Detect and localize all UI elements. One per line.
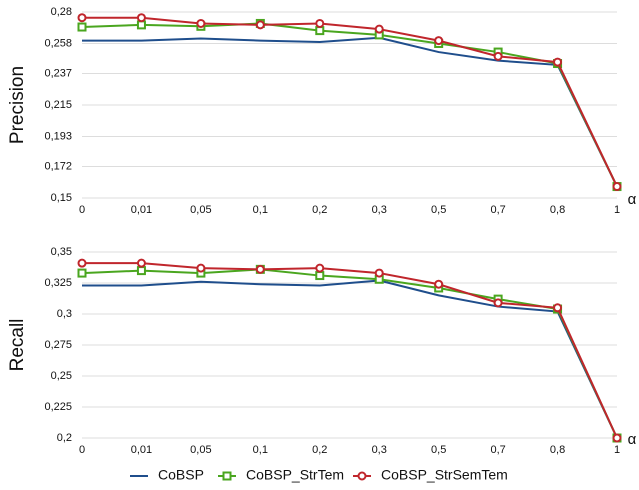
marker-square: [77, 22, 87, 32]
marker-circle: [136, 258, 146, 268]
marker-circle: [493, 298, 503, 308]
marker-square: [77, 268, 87, 278]
series-line: [82, 262, 618, 439]
marker-circle: [136, 13, 146, 23]
series-line: [81, 22, 618, 187]
x-tick-label: 0,5: [431, 204, 446, 216]
marker-circle: [255, 264, 265, 274]
y-tick-label: 0,193: [44, 130, 72, 142]
series-line: [82, 16, 618, 187]
marker-circle: [493, 51, 503, 61]
y-tick-label: 0,25: [51, 370, 72, 382]
y-tick-label: 0,3: [57, 308, 72, 320]
x-tick-label: 0,2: [312, 444, 327, 456]
x-tick-label: 0,8: [550, 204, 565, 216]
y-tick-label: 0,225: [44, 401, 72, 413]
series-line: [81, 268, 618, 439]
y-tick-label: 0,172: [44, 160, 72, 172]
x-tick-label: 1: [614, 444, 620, 456]
x-axis-label: α: [628, 191, 637, 208]
marker-circle: [374, 24, 384, 34]
y-tick-label: 0,15: [51, 192, 72, 204]
marker-square: [315, 271, 325, 281]
x-tick-label: 1: [614, 204, 620, 216]
x-tick-label: 0,7: [490, 204, 505, 216]
y-tick-label: 0,35: [51, 246, 72, 258]
marker-circle: [612, 433, 622, 443]
marker-circle: [434, 36, 444, 46]
x-tick-label: 0: [79, 204, 85, 216]
x-tick-label: 0,01: [131, 444, 152, 456]
x-tick-label: 0,05: [190, 444, 211, 456]
x-tick-label: 0,1: [253, 444, 268, 456]
marker-circle: [357, 471, 367, 481]
marker-circle: [612, 182, 622, 192]
marker-square: [136, 266, 146, 276]
x-axis-label: α: [628, 431, 637, 448]
marker-circle: [315, 263, 325, 273]
y-tick-label: 0,2: [57, 432, 72, 444]
marker-circle: [77, 258, 87, 268]
x-tick-label: 0,05: [190, 204, 211, 216]
marker-circle: [374, 268, 384, 278]
y-tick-label: 0,215: [44, 99, 72, 111]
marker-square: [136, 20, 146, 30]
series-line: [82, 279, 618, 439]
y-axis-title: Precision: [7, 66, 28, 144]
y-axis-title: Recall: [7, 319, 28, 372]
x-tick-label: 0,7: [490, 444, 505, 456]
marker-circle: [255, 20, 265, 30]
marker-circle: [77, 13, 87, 23]
x-tick-label: 0,01: [131, 204, 152, 216]
marker-circle: [315, 18, 325, 28]
x-tick-label: 0,2: [312, 204, 327, 216]
legend-label: CoBSP_StrTem: [246, 467, 344, 483]
y-tick-label: 0,28: [51, 6, 72, 18]
legend-label: CoBSP_StrSemTem: [381, 467, 508, 483]
marker-circle: [434, 279, 444, 289]
marker-circle: [553, 57, 563, 67]
marker-square: [315, 26, 325, 36]
marker-square: [222, 471, 232, 481]
marker-circle: [553, 303, 563, 313]
marker-circle: [196, 263, 206, 273]
marker-circle: [196, 18, 206, 28]
x-tick-label: 0,1: [253, 204, 268, 216]
y-tick-label: 0,258: [44, 37, 72, 49]
y-tick-label: 0,325: [44, 277, 72, 289]
y-tick-label: 0,237: [44, 67, 72, 79]
y-tick-label: 0,275: [44, 339, 72, 351]
series-line: [82, 36, 618, 187]
x-tick-label: 0: [79, 444, 85, 456]
legend-label: CoBSP: [158, 467, 204, 483]
x-tick-label: 0,5: [431, 444, 446, 456]
x-tick-label: 0,3: [372, 204, 387, 216]
x-tick-label: 0,8: [550, 444, 565, 456]
x-tick-label: 0,3: [372, 444, 387, 456]
